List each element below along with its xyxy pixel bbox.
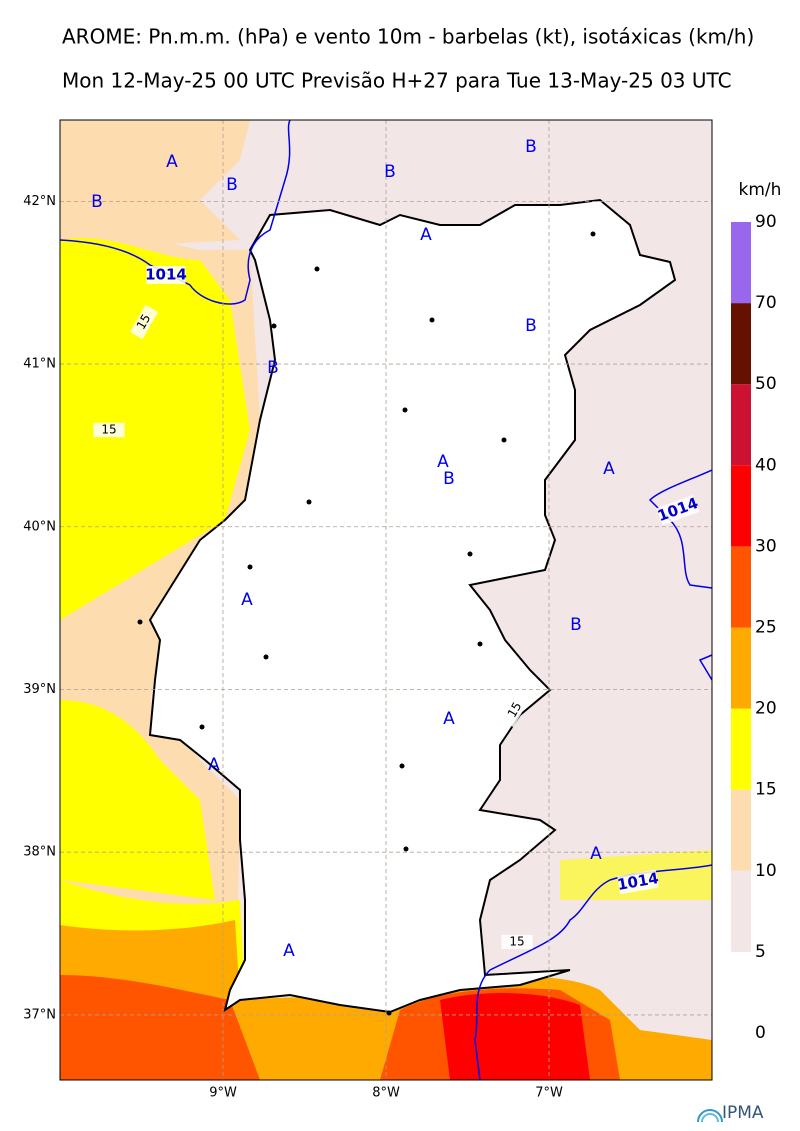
map-frame bbox=[59, 119, 713, 1081]
pressure-center: A bbox=[437, 452, 449, 472]
city-dot bbox=[477, 641, 483, 647]
lat-tick-label: 37°N bbox=[23, 1007, 56, 1022]
colorbar-band bbox=[731, 222, 751, 304]
contour-label-bg bbox=[501, 934, 533, 950]
contour-label: 15 bbox=[500, 692, 530, 728]
pressure-center: B bbox=[570, 615, 582, 635]
contour-label-bg bbox=[617, 869, 659, 895]
city-dot bbox=[467, 551, 473, 557]
colorbar-band bbox=[731, 627, 751, 709]
lon-tick-label: 9°W bbox=[209, 1086, 237, 1101]
pressure-center: B bbox=[384, 162, 396, 182]
lat-tick-label: 41°N bbox=[23, 357, 56, 372]
colorbar-band bbox=[731, 384, 751, 466]
colorbar-label: 30 bbox=[755, 536, 777, 556]
city-dot bbox=[306, 499, 312, 505]
city-dot bbox=[314, 266, 320, 272]
colorbar-label: 40 bbox=[755, 455, 777, 475]
colorbar-band bbox=[731, 546, 751, 628]
lat-tick-label: 40°N bbox=[23, 519, 56, 534]
contour-label-bg bbox=[146, 266, 186, 284]
city-dot bbox=[199, 724, 205, 730]
colorbar-band bbox=[731, 303, 751, 385]
contour-label-bg bbox=[500, 692, 530, 728]
colorbar-unit: km/h bbox=[739, 180, 782, 200]
colorbar-band bbox=[731, 951, 751, 1033]
pressure-center: B bbox=[226, 175, 238, 195]
city-dot bbox=[403, 846, 409, 852]
lon-tick-label: 7°W bbox=[535, 1086, 563, 1101]
city-dot bbox=[402, 407, 408, 413]
colorbar-label: 20 bbox=[755, 699, 777, 719]
title: AROME: Pn.m.m. (hPa) e vento 10m - barbe… bbox=[62, 25, 754, 49]
city-dot bbox=[247, 564, 253, 570]
lat-tick-label: 38°N bbox=[23, 845, 56, 860]
contour-label: 15 bbox=[93, 422, 125, 438]
city-dot bbox=[137, 619, 143, 625]
pressure-center: B bbox=[91, 192, 103, 212]
contour-label-text: 15 bbox=[505, 700, 525, 720]
subtitle: Mon 12-May-25 00 UTC Previsão H+27 para … bbox=[62, 69, 732, 93]
pressure-center: A bbox=[283, 941, 295, 961]
contour-label-bg bbox=[656, 494, 700, 526]
city-dot bbox=[590, 231, 596, 237]
lat-tick-label: 39°N bbox=[23, 682, 56, 697]
contour-label: 15 bbox=[501, 934, 533, 950]
pressure-center: A bbox=[590, 844, 602, 864]
colorbar-band bbox=[731, 789, 751, 871]
contour-label: 1014 bbox=[145, 266, 187, 284]
contour-label-text: 15 bbox=[509, 935, 524, 949]
colorbar-band bbox=[731, 465, 751, 547]
colorbar-label: 90 bbox=[755, 212, 777, 232]
city-dot bbox=[386, 1010, 392, 1016]
pressure-center: A bbox=[420, 225, 432, 245]
city-dot bbox=[263, 654, 269, 660]
logo-text: IPMA bbox=[722, 1103, 764, 1123]
lon-tick-label: 8°W bbox=[372, 1086, 400, 1101]
colorbar-label: 10 bbox=[755, 861, 777, 881]
pressure-center: A bbox=[603, 459, 615, 479]
contour-label-text: 1014 bbox=[145, 266, 187, 284]
pressure-center: A bbox=[166, 152, 178, 172]
contour-label: 15 bbox=[129, 304, 159, 340]
contour-label-bg bbox=[129, 304, 159, 340]
colorbar-label: 5 bbox=[755, 942, 766, 962]
pressure-center: B bbox=[443, 469, 455, 489]
city-dot bbox=[399, 763, 405, 769]
colorbar-label: 50 bbox=[755, 374, 777, 394]
contour-label-bg bbox=[93, 422, 125, 438]
contour-label-text: 15 bbox=[134, 312, 154, 332]
lat-tick-label: 42°N bbox=[23, 194, 56, 209]
pressure-center: A bbox=[443, 709, 455, 729]
pressure-center: B bbox=[525, 316, 537, 336]
contour-label-text: 15 bbox=[101, 423, 116, 437]
pressure-center: A bbox=[241, 590, 253, 610]
pressure-center: B bbox=[525, 137, 537, 157]
colorbar-label: 70 bbox=[755, 293, 777, 313]
colorbar-label: 0 bbox=[755, 1023, 766, 1043]
pressure-center: B bbox=[267, 358, 279, 378]
pressure-center: A bbox=[208, 755, 220, 775]
city-dot bbox=[501, 437, 507, 443]
logo: IPMA bbox=[697, 1103, 764, 1123]
colorbar-label: 25 bbox=[755, 618, 777, 638]
colorbar-band bbox=[731, 708, 751, 790]
colorbar-label: 15 bbox=[755, 780, 777, 800]
city-dot bbox=[429, 317, 435, 323]
city-dot bbox=[271, 323, 277, 329]
colorbar-band bbox=[731, 870, 751, 952]
